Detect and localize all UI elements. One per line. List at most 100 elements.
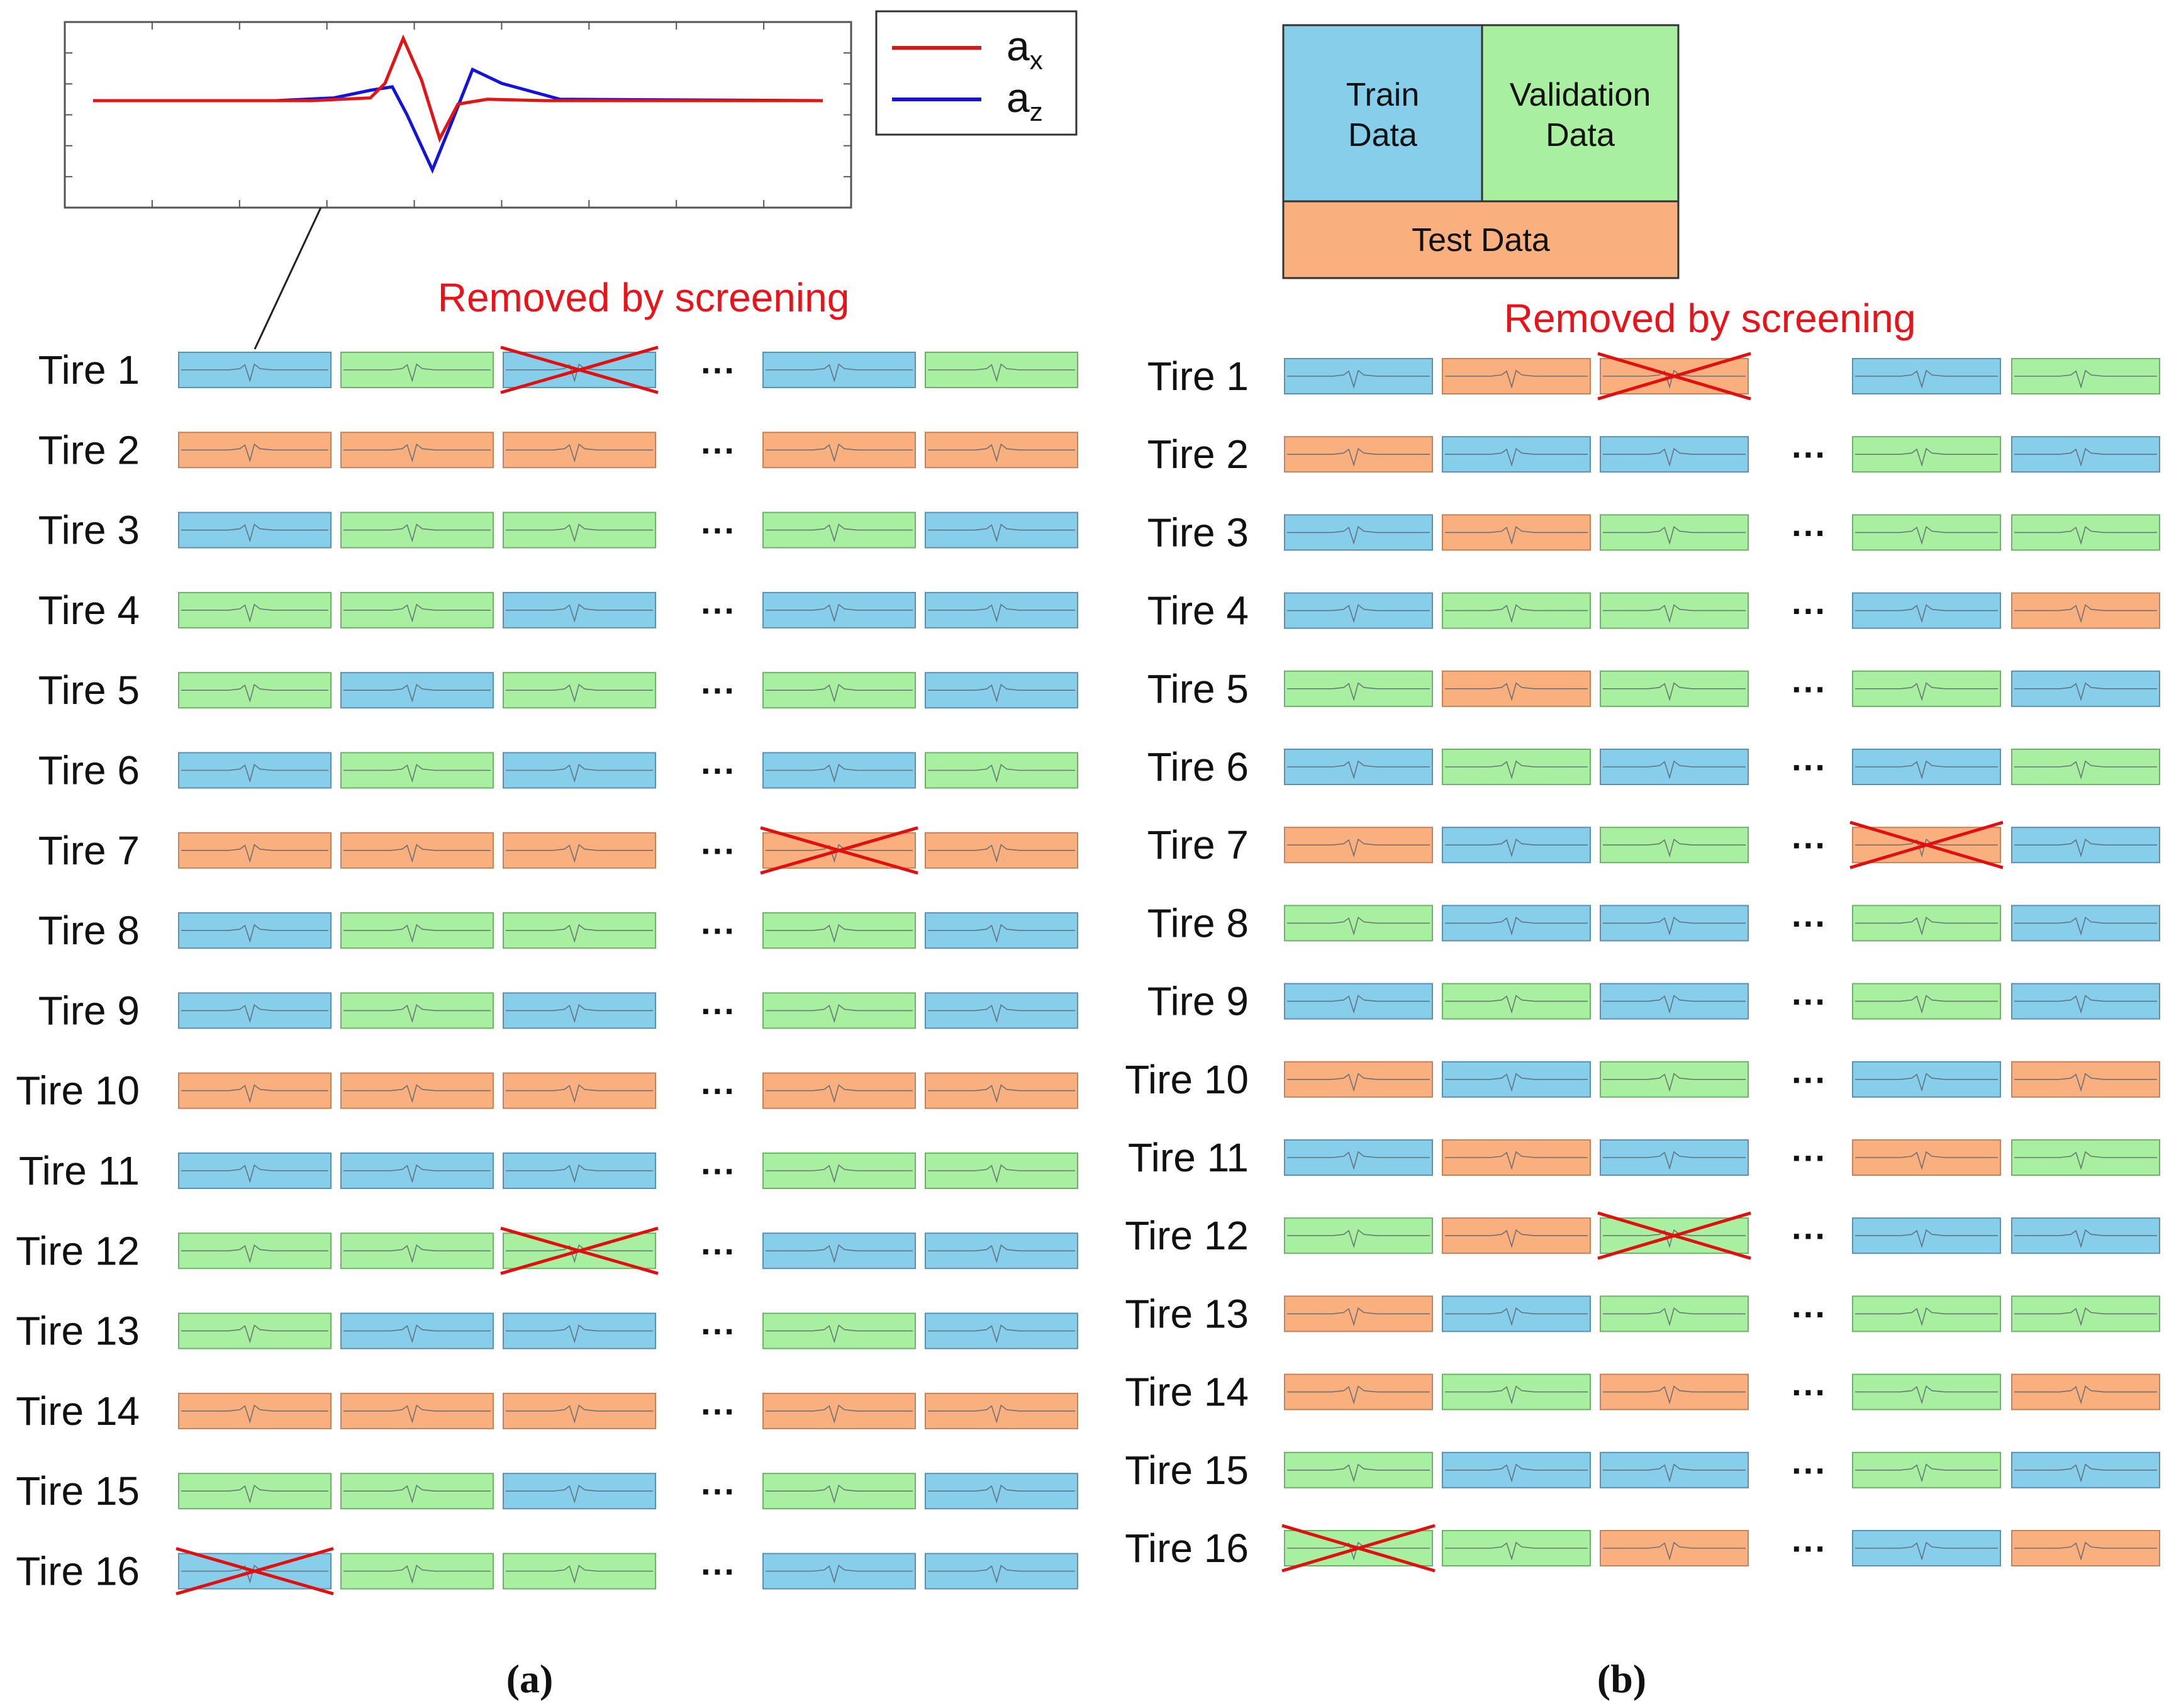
data-block-test — [1284, 436, 1433, 473]
data-block-train — [1600, 749, 1749, 785]
data-block-validation — [762, 672, 916, 709]
block-signal-trace — [2014, 682, 2157, 701]
data-block-test — [178, 1072, 332, 1109]
inset-plot-frame — [64, 21, 852, 209]
data-block-train — [925, 912, 1078, 949]
data-block-validation — [178, 1473, 332, 1510]
data-block-train — [503, 591, 656, 628]
tire-row: Tire 11 ··· — [19, 1148, 1078, 1193]
block-signal-trace — [1445, 1541, 1588, 1561]
block-signal-trace — [343, 1004, 491, 1024]
block-signal-trace — [766, 683, 913, 703]
data-block-test — [925, 1392, 1078, 1429]
data-block-test — [503, 832, 656, 869]
block-signal-trace — [1855, 1307, 1998, 1327]
block-signal-trace — [1855, 1073, 1998, 1092]
ellipsis: ··· — [701, 591, 736, 630]
ellipsis: ··· — [1792, 1060, 1827, 1100]
az-signal-line — [93, 67, 823, 174]
data-block-validation — [925, 752, 1078, 789]
data-block-test — [1849, 820, 2004, 869]
data-block-validation — [178, 591, 332, 628]
ellipsis: ··· — [1792, 591, 1827, 631]
block-signal-trace — [506, 1244, 653, 1264]
data-block-train — [762, 352, 916, 388]
data-block-test — [340, 1392, 494, 1429]
tire-row: Tire 6 ··· — [38, 748, 1078, 793]
block-signal-trace — [1603, 838, 1746, 858]
data-block-validation — [340, 352, 494, 388]
block-signal-trace — [506, 363, 653, 382]
block-signal-trace — [766, 1484, 913, 1504]
ax-signal-line — [93, 34, 823, 143]
data-block-validation — [1852, 436, 2001, 473]
tire-row: Tire 10 ··· — [1125, 1057, 2160, 1102]
data-block-test — [2011, 1530, 2160, 1566]
block-signal-trace — [766, 764, 913, 783]
data-block-validation — [1852, 670, 2001, 707]
data-block-validation — [1600, 514, 1749, 551]
block-signal-trace — [928, 1084, 1075, 1103]
block-signal-trace — [928, 1404, 1075, 1424]
block-signal-trace — [506, 523, 653, 543]
data-block-test — [762, 1072, 916, 1109]
tire-label: Tire 12 — [16, 1228, 140, 1273]
block-signal-trace — [1445, 995, 1588, 1014]
data-block-validation — [1597, 1211, 1751, 1260]
data-block-train — [1442, 827, 1591, 864]
data-block-test — [925, 832, 1078, 869]
ellipsis: ··· — [701, 1071, 736, 1111]
block-signal-trace — [928, 924, 1075, 943]
data-block-validation — [2011, 749, 2160, 785]
block-signal-trace — [343, 764, 491, 783]
data-block-test — [2011, 592, 2160, 629]
block-signal-trace — [1603, 682, 1746, 701]
ellipsis: ··· — [701, 751, 736, 791]
data-block-test — [925, 432, 1078, 469]
data-block-validation — [1281, 1524, 1436, 1573]
data-block-validation — [2011, 1139, 2160, 1176]
tire-label: Tire 10 — [16, 1068, 140, 1114]
tire-row: Tire 8 ··· — [1147, 900, 2160, 946]
ellipsis: ··· — [1792, 982, 1827, 1022]
block-signal-trace — [928, 1565, 1075, 1584]
block-signal-trace — [928, 363, 1075, 382]
data-block-train — [2011, 827, 2160, 864]
data-block-train — [2011, 1217, 2160, 1254]
data-block-train — [1600, 1139, 1749, 1176]
block-signal-trace — [1287, 760, 1430, 779]
block-signal-trace — [343, 1324, 491, 1344]
data-block-train — [178, 992, 332, 1029]
tire-label: Tire 13 — [16, 1309, 140, 1354]
data-block-validation — [503, 912, 656, 949]
block-signal-trace — [1603, 1229, 1746, 1249]
data-block-validation — [1442, 1373, 1591, 1410]
block-signal-trace — [181, 764, 328, 783]
data-block-train — [503, 752, 656, 789]
block-signal-trace — [1603, 1385, 1746, 1405]
data-block-test — [178, 432, 332, 469]
ellipsis: ··· — [701, 911, 736, 951]
data-block-validation — [1442, 983, 1591, 1020]
block-signal-trace — [506, 603, 653, 623]
data-block-test — [503, 432, 656, 469]
block-signal-trace — [766, 1084, 913, 1103]
data-block-validation — [340, 992, 494, 1029]
ellipsis: ··· — [1792, 1294, 1827, 1334]
data-block-train — [1600, 1451, 1749, 1488]
block-signal-trace — [181, 523, 328, 543]
data-block-validation — [1442, 592, 1591, 629]
data-block-train — [925, 1232, 1078, 1270]
data-block-test — [1597, 352, 1751, 401]
block-signal-trace — [343, 844, 491, 863]
tire-label: Tire 3 — [1147, 510, 1249, 555]
ellipsis: ··· — [1792, 903, 1827, 943]
legend-train-box — [1282, 24, 1483, 203]
legend-test-box — [1282, 200, 1680, 279]
tire-row: Tire 8 ··· — [38, 908, 1078, 953]
data-block-validation — [340, 591, 494, 628]
tire-label: Tire 16 — [1125, 1526, 1249, 1571]
data-block-validation — [1852, 905, 2001, 942]
block-signal-trace — [343, 1244, 491, 1264]
ellipsis: ··· — [701, 991, 736, 1030]
